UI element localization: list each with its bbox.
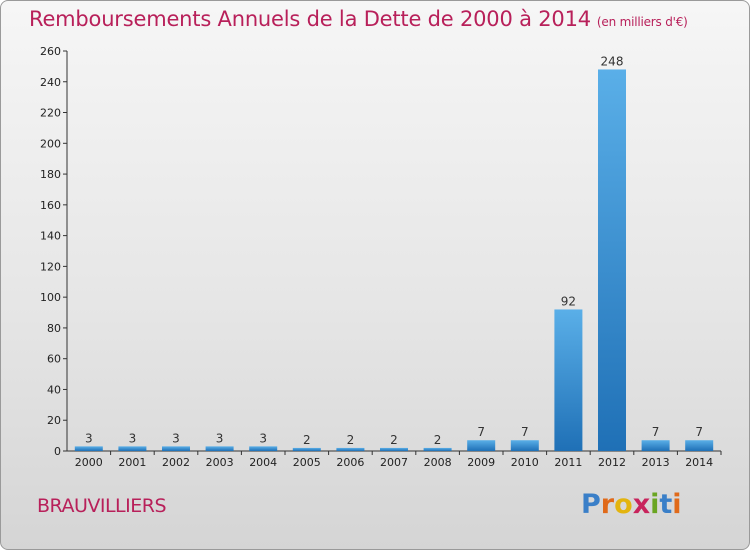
bar <box>249 446 278 451</box>
data-labels-group: 3 3 3 3 3 2 2 2 2 7 7 92 248 7 7 <box>85 54 703 446</box>
x-tick-label: 2001 <box>118 456 146 469</box>
data-label: 2 <box>303 433 311 447</box>
x-tick-label: 2014 <box>685 456 713 469</box>
y-axis: 0 20 40 60 80 100 120 140 160 180 200 220 240 260 <box>40 45 68 458</box>
logo-letter: x <box>632 489 651 520</box>
logo-letter: r <box>600 489 615 520</box>
y-tick-label: 260 <box>40 45 61 58</box>
y-tick-label: 20 <box>47 414 61 427</box>
x-axis: 2000 2001 2002 2003 2004 2005 2006 2007 2008 2009… <box>67 450 722 469</box>
data-label: 3 <box>259 431 267 445</box>
y-tick-label: 140 <box>40 230 61 243</box>
data-label: 2 <box>434 433 442 447</box>
chart-title: Remboursements Annuels de la Dette de 20… <box>29 7 688 31</box>
bar <box>467 440 496 451</box>
bar <box>423 447 452 451</box>
y-tick-label: 220 <box>40 107 61 120</box>
y-tick-label: 60 <box>47 353 61 366</box>
x-tick-label: 2004 <box>249 456 277 469</box>
data-label: 7 <box>477 425 485 439</box>
data-label: 7 <box>652 425 660 439</box>
commune-name: BRAUVILLIERS <box>37 495 167 517</box>
y-tick-label: 160 <box>40 199 61 212</box>
logo-letter: t <box>659 489 673 520</box>
bar <box>598 69 626 451</box>
x-tick-label: 2013 <box>642 456 670 469</box>
x-tick-label: 2010 <box>511 456 539 469</box>
logo-letter: o <box>614 489 633 520</box>
y-tick-label: 80 <box>47 322 61 335</box>
y-tick-label: 180 <box>40 168 61 181</box>
bar <box>118 446 147 451</box>
x-tick-label: 2000 <box>75 456 103 469</box>
bar <box>336 447 365 451</box>
data-label: 3 <box>172 431 180 445</box>
bar <box>641 440 670 451</box>
y-tick-label: 240 <box>40 76 61 89</box>
bar-chart: 0 20 40 60 80 100 120 140 160 180 200 220 240 260 200… <box>40 45 722 469</box>
y-tick-label: 40 <box>47 383 61 396</box>
logo-letter: i <box>672 489 682 520</box>
logo-letter: i <box>650 489 660 520</box>
x-tick-label: 2012 <box>598 456 626 469</box>
bars-group <box>74 69 714 451</box>
bar <box>554 309 583 451</box>
data-label: 3 <box>129 431 137 445</box>
bar <box>685 440 714 451</box>
x-tick-label: 2009 <box>467 456 495 469</box>
chart-subtitle: (en milliers d'€) <box>596 15 688 29</box>
y-tick-label: 0 <box>54 445 61 458</box>
proxiti-logo: Proxiti <box>581 489 682 520</box>
chart-title-text: Remboursements Annuels de la Dette de 20… <box>29 7 591 31</box>
data-label: 2 <box>347 433 355 447</box>
y-tick-label: 100 <box>40 291 61 304</box>
x-tick-label: 2005 <box>293 456 321 469</box>
data-label: 2 <box>390 433 398 447</box>
data-label: 7 <box>521 425 529 439</box>
data-label: 3 <box>216 431 224 445</box>
bar <box>292 447 321 451</box>
data-label: 3 <box>85 431 93 445</box>
x-tick-label: 2002 <box>162 456 190 469</box>
y-tick-label: 120 <box>40 260 61 273</box>
data-label: 7 <box>695 425 703 439</box>
x-tick-label: 2007 <box>380 456 408 469</box>
x-tick-label: 2011 <box>554 456 582 469</box>
x-tick-label: 2006 <box>336 456 364 469</box>
x-tick-label: 2003 <box>206 456 234 469</box>
bar <box>162 446 190 451</box>
bar <box>510 440 539 451</box>
logo-letter: P <box>581 489 601 520</box>
bar <box>205 446 234 451</box>
data-label: 248 <box>601 54 624 68</box>
bar <box>74 446 103 451</box>
x-tick-label: 2008 <box>424 456 452 469</box>
y-tick-label: 200 <box>40 137 61 150</box>
bar <box>380 447 408 451</box>
data-label: 92 <box>561 294 576 308</box>
